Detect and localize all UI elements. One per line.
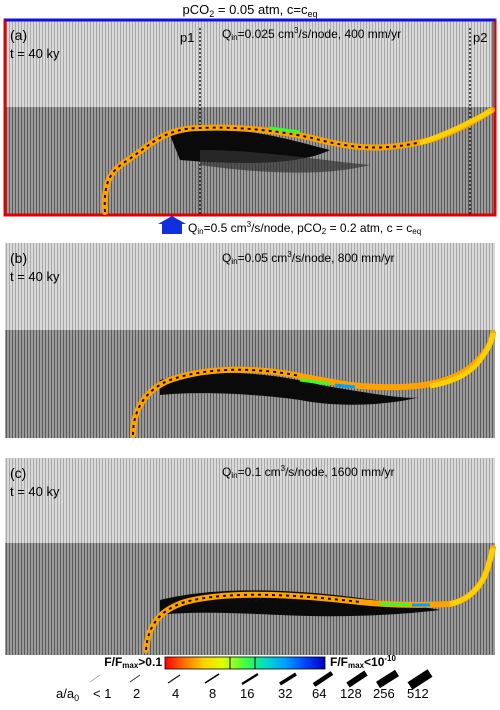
panel-b-label: (b) [10,250,27,266]
panel-c: (c) t = 40 ky Qin=0.1 cm3/s/node, 1600 m… [5,458,496,655]
legend-symbol-1 [89,674,101,683]
bottom-boundary-label: Qin=0.5 cm3/s/node, pCO2 = 0.2 atm, c = … [188,220,421,236]
legend-item-128: 128 [340,686,362,701]
panel-c-time: t = 40 ky [10,484,60,499]
aperture-legend: a/a0 < 1 2 4 8 16 32 64 128 256 512 [56,669,433,703]
conduit-diffuse-a [200,150,370,173]
colorbar-gradient [164,656,326,670]
legend-item-256: 256 [373,686,395,701]
panel-a-label: (a) [10,27,27,43]
panel-c-flow: Qin=0.1 cm3/s/node, 1600 mm/yr [222,464,394,480]
legend-item-512: 512 [407,686,429,701]
colorbar: F/Fmax>0.1 F/Fmax<10-10 [104,654,396,670]
legend-label: a/a0 [56,686,79,703]
panel-b: (b) t = 40 ky Qin=0.05 cm3/s/node, 800 m… [5,243,496,438]
legend-symbol-256 [375,669,400,689]
legend-item-8: 8 [209,686,216,701]
panel-b-time: t = 40 ky [10,269,60,284]
inflow-arrow [158,216,186,234]
legend-item-64: 64 [312,686,326,701]
legend-item-2: 2 [133,686,140,701]
conduit-dense-b [160,372,420,405]
legend-symbol-2 [129,674,141,683]
profile-label-p1: p1 [180,30,194,45]
colorbar-left-label: F/Fmax>0.1 [104,655,162,670]
legend-item-16: 16 [240,686,254,701]
legend-symbol-64 [312,671,334,687]
top-boundary-label: pCO2 = 0.05 atm, c=ceq [183,2,318,19]
colorbar-right-label: F/Fmax<10-10 [330,654,396,670]
legend-symbol-4 [167,674,181,684]
legend-item-1: < 1 [93,686,111,701]
legend-symbol-32 [279,672,297,686]
panel-a: p1 p2 (a) t = 40 ky Qin=0.025 cm3/s/node… [3,18,497,236]
legend-symbol-512 [407,669,433,690]
legend-item-32: 32 [278,686,292,701]
legend-item-4: 4 [172,686,179,701]
panel-b-flow: Qin=0.05 cm3/s/node, 800 mm/yr [222,250,394,266]
legend-symbol-8 [204,673,220,684]
legend-symbol-16 [241,672,259,686]
panel-c-label: (c) [10,465,26,481]
legend-symbol-128 [346,670,368,688]
panel-a-flow: Qin=0.025 cm3/s/node, 400 mm/yr [222,26,401,42]
panel-a-time: t = 40 ky [10,46,60,61]
profile-label-p2: p2 [473,30,487,45]
